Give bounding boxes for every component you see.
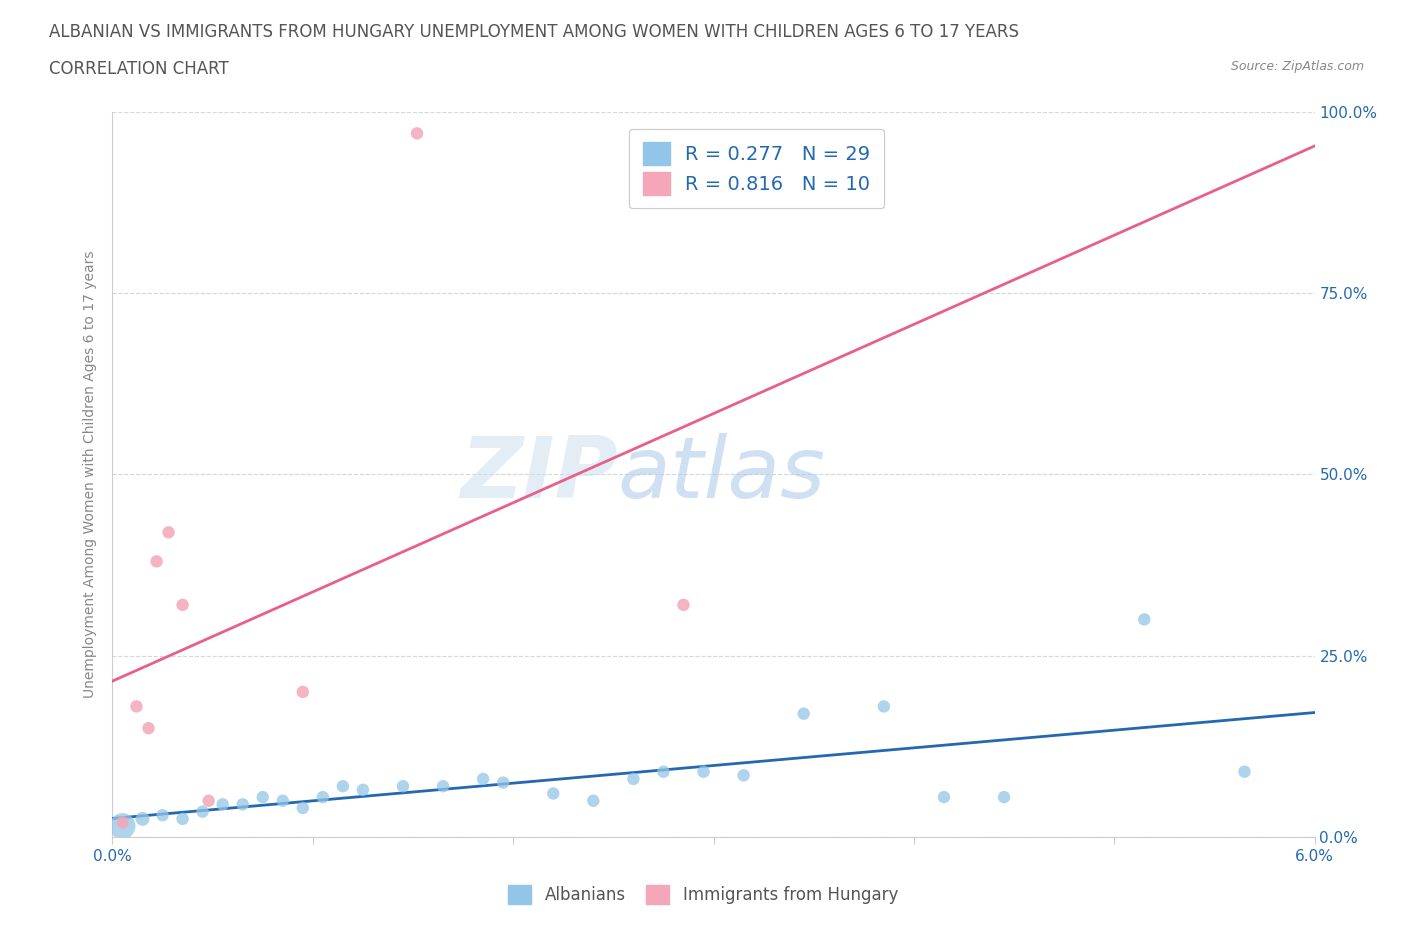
Point — [543, 786, 565, 801]
Point — [172, 811, 194, 827]
Point — [652, 764, 675, 779]
Point — [291, 684, 314, 699]
Point — [1233, 764, 1256, 779]
Point — [111, 815, 134, 830]
Point — [873, 699, 896, 714]
Point — [993, 790, 1015, 804]
Legend: Albanians, Immigrants from Hungary: Albanians, Immigrants from Hungary — [499, 876, 907, 912]
Point — [232, 797, 254, 812]
Point — [733, 768, 755, 783]
Text: Source: ZipAtlas.com: Source: ZipAtlas.com — [1230, 60, 1364, 73]
Point — [211, 797, 233, 812]
Point — [157, 525, 180, 539]
Point — [932, 790, 955, 804]
Point — [172, 597, 194, 612]
Point — [312, 790, 335, 804]
Point — [472, 772, 495, 787]
Text: atlas: atlas — [617, 432, 825, 516]
Point — [145, 554, 167, 569]
Point — [197, 793, 219, 808]
Point — [191, 804, 214, 819]
Point — [332, 778, 354, 793]
Legend: R = 0.277   N = 29, R = 0.816   N = 10: R = 0.277 N = 29, R = 0.816 N = 10 — [628, 128, 884, 208]
Point — [291, 801, 314, 816]
Point — [131, 811, 153, 827]
Point — [271, 793, 294, 808]
Point — [152, 808, 174, 823]
Point — [392, 778, 415, 793]
Text: ALBANIAN VS IMMIGRANTS FROM HUNGARY UNEMPLOYMENT AMONG WOMEN WITH CHILDREN AGES : ALBANIAN VS IMMIGRANTS FROM HUNGARY UNEM… — [49, 23, 1019, 41]
Point — [582, 793, 605, 808]
Point — [252, 790, 274, 804]
Point — [138, 721, 160, 736]
Point — [125, 699, 148, 714]
Point — [432, 778, 454, 793]
Point — [621, 772, 644, 787]
Point — [672, 597, 695, 612]
Point — [793, 706, 815, 721]
Point — [352, 782, 374, 797]
Point — [1133, 612, 1156, 627]
Y-axis label: Unemployment Among Women with Children Ages 6 to 17 years: Unemployment Among Women with Children A… — [83, 250, 97, 698]
Point — [111, 818, 134, 833]
Point — [406, 126, 429, 140]
Point — [692, 764, 714, 779]
Text: ZIP: ZIP — [460, 432, 617, 516]
Point — [492, 776, 515, 790]
Text: CORRELATION CHART: CORRELATION CHART — [49, 60, 229, 78]
